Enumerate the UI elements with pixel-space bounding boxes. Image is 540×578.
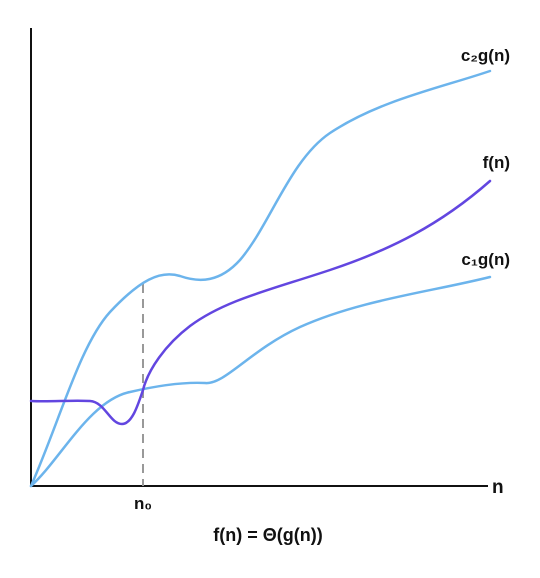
lower-bound-label: c₁g(n): [461, 250, 510, 269]
upper-bound-curve: [29, 69, 492, 488]
caption: f(n) = Θ(g(n)): [213, 525, 322, 545]
n0-label: n₀: [134, 494, 152, 513]
x-axis-label: n: [492, 477, 504, 498]
f-curve: [29, 179, 492, 426]
upper-bound-label: c₂g(n): [461, 46, 510, 65]
lower-bound-curve: [29, 275, 492, 488]
f-label: f(n): [483, 153, 510, 172]
